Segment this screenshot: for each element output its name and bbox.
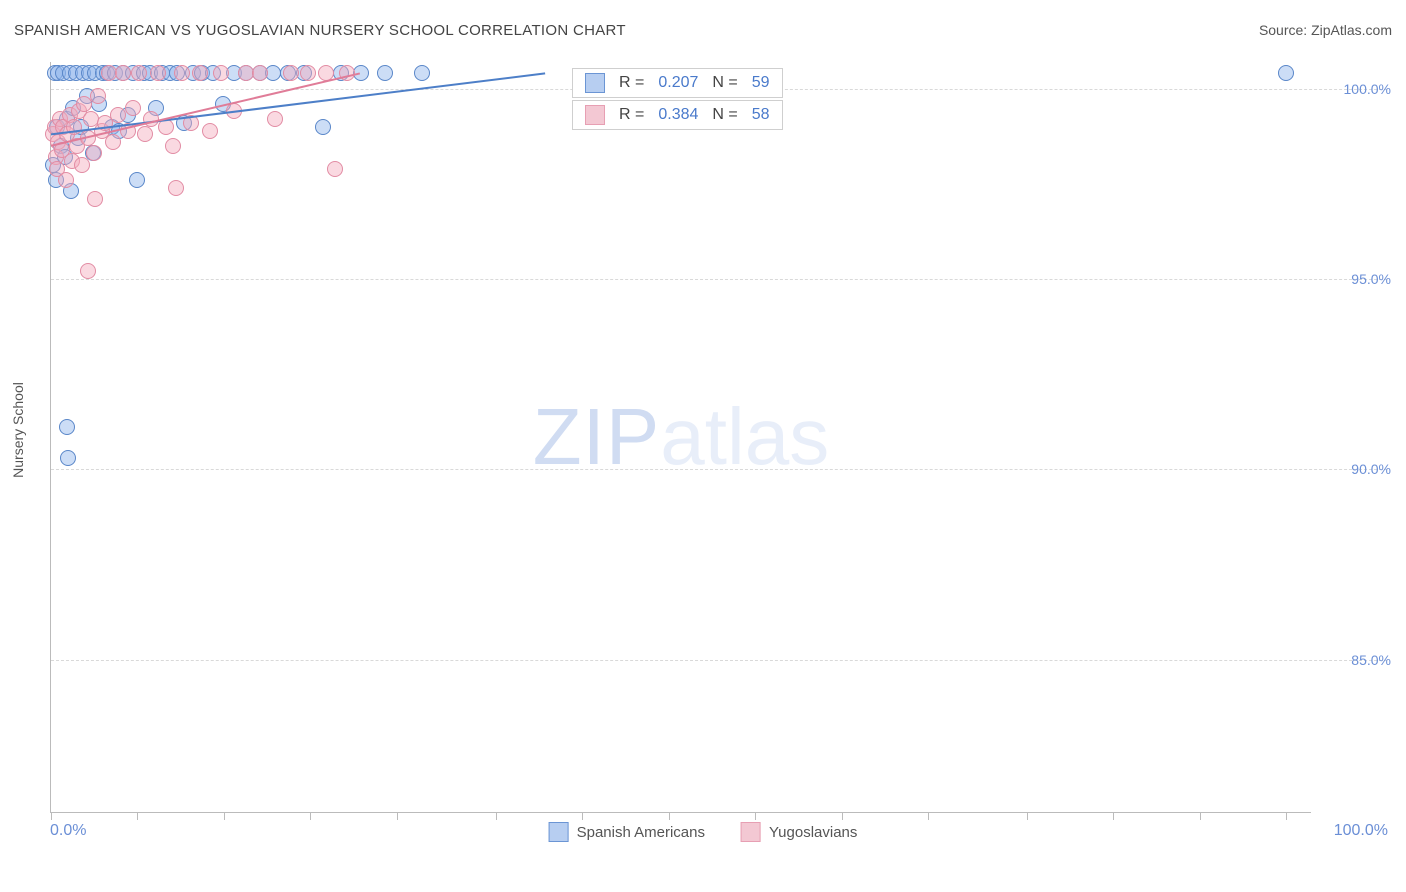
scatter-point-yugo — [158, 119, 174, 135]
scatter-point-yugo — [137, 126, 153, 142]
scatter-point-yugo — [74, 157, 90, 173]
scatter-point-yugo — [143, 111, 159, 127]
x-tick — [582, 812, 583, 820]
scatter-point-yugo — [174, 65, 190, 81]
legend-label: Yugoslavians — [769, 824, 857, 841]
x-tick — [1200, 812, 1201, 820]
scatter-point-yugo — [105, 134, 121, 150]
scatter-point-yugo — [120, 123, 136, 139]
y-tick-label: 100.0% — [1321, 81, 1391, 97]
y-tick-label: 90.0% — [1321, 461, 1391, 477]
scatter-point-spanish — [377, 65, 393, 81]
scatter-point-yugo — [87, 191, 103, 207]
scatter-point-yugo — [131, 65, 147, 81]
scatter-point-spanish — [129, 172, 145, 188]
scatter-point-spanish — [1278, 65, 1294, 81]
scatter-point-spanish — [59, 419, 75, 435]
gridline — [51, 279, 1387, 280]
scatter-point-yugo — [183, 115, 199, 131]
scatter-point-spanish — [414, 65, 430, 81]
scatter-point-yugo — [226, 103, 242, 119]
x-tick — [224, 812, 225, 820]
scatter-point-yugo — [318, 65, 334, 81]
source-label: Source: ZipAtlas.com — [1259, 22, 1392, 38]
trend-lines — [51, 62, 1311, 812]
stat-r-label: R = — [619, 106, 644, 124]
stat-n-label: N = — [712, 74, 737, 92]
scatter-point-yugo — [150, 65, 166, 81]
scatter-point-yugo — [202, 123, 218, 139]
scatter-point-yugo — [192, 65, 208, 81]
scatter-point-yugo — [267, 111, 283, 127]
stats-box-yugo: R = 0.384 N = 58 — [572, 100, 783, 130]
legend-swatch-spanish — [585, 73, 605, 93]
scatter-point-yugo — [165, 138, 181, 154]
stat-r-value: 0.207 — [658, 74, 698, 92]
x-tick — [928, 812, 929, 820]
plot-area: ZIPatlas 100.0%95.0%90.0%85.0% — [50, 62, 1311, 813]
legend-label: Spanish Americans — [577, 824, 705, 841]
x-tick — [397, 812, 398, 820]
x-tick — [310, 812, 311, 820]
chart-title: SPANISH AMERICAN VS YUGOSLAVIAN NURSERY … — [14, 22, 626, 39]
x-tick — [669, 812, 670, 820]
gridline — [51, 469, 1387, 470]
x-axis-min-label: 0.0% — [50, 822, 86, 840]
x-tick — [755, 812, 756, 820]
scatter-point-yugo — [86, 145, 102, 161]
stats-box-spanish: R = 0.207 N = 59 — [572, 68, 783, 98]
scatter-point-yugo — [283, 65, 299, 81]
x-tick — [1027, 812, 1028, 820]
scatter-point-spanish — [60, 450, 76, 466]
legend-swatch-spanish — [549, 822, 569, 842]
scatter-point-yugo — [300, 65, 316, 81]
scatter-point-yugo — [58, 172, 74, 188]
x-tick — [1286, 812, 1287, 820]
legend-item-yugo: Yugoslavians — [741, 822, 857, 842]
scatter-point-yugo — [90, 88, 106, 104]
scatter-point-yugo — [110, 107, 126, 123]
stat-r-label: R = — [619, 74, 644, 92]
stat-n-value: 58 — [752, 106, 770, 124]
stat-n-value: 59 — [752, 74, 770, 92]
x-axis-max-label: 100.0% — [1334, 822, 1388, 840]
stat-n-label: N = — [712, 106, 737, 124]
y-tick-label: 95.0% — [1321, 271, 1391, 287]
scatter-point-yugo — [168, 180, 184, 196]
y-axis-title: Nursery School — [10, 382, 26, 478]
legend-swatch-yugo — [585, 105, 605, 125]
x-tick — [51, 812, 52, 820]
scatter-point-yugo — [252, 65, 268, 81]
stat-r-value: 0.384 — [658, 106, 698, 124]
legend-swatch-yugo — [741, 822, 761, 842]
scatter-point-yugo — [339, 65, 355, 81]
scatter-point-yugo — [213, 65, 229, 81]
scatter-point-yugo — [125, 100, 141, 116]
scatter-point-yugo — [115, 65, 131, 81]
scatter-point-yugo — [80, 263, 96, 279]
scatter-point-spanish — [315, 119, 331, 135]
x-tick — [842, 812, 843, 820]
scatter-point-yugo — [327, 161, 343, 177]
x-tick — [496, 812, 497, 820]
gridline — [51, 660, 1387, 661]
legend-item-spanish: Spanish Americans — [549, 822, 705, 842]
scatter-point-yugo — [66, 119, 82, 135]
y-tick-label: 85.0% — [1321, 652, 1391, 668]
bottom-legend: Spanish Americans Yugoslavians — [549, 822, 858, 842]
x-tick — [137, 812, 138, 820]
x-tick — [1113, 812, 1114, 820]
